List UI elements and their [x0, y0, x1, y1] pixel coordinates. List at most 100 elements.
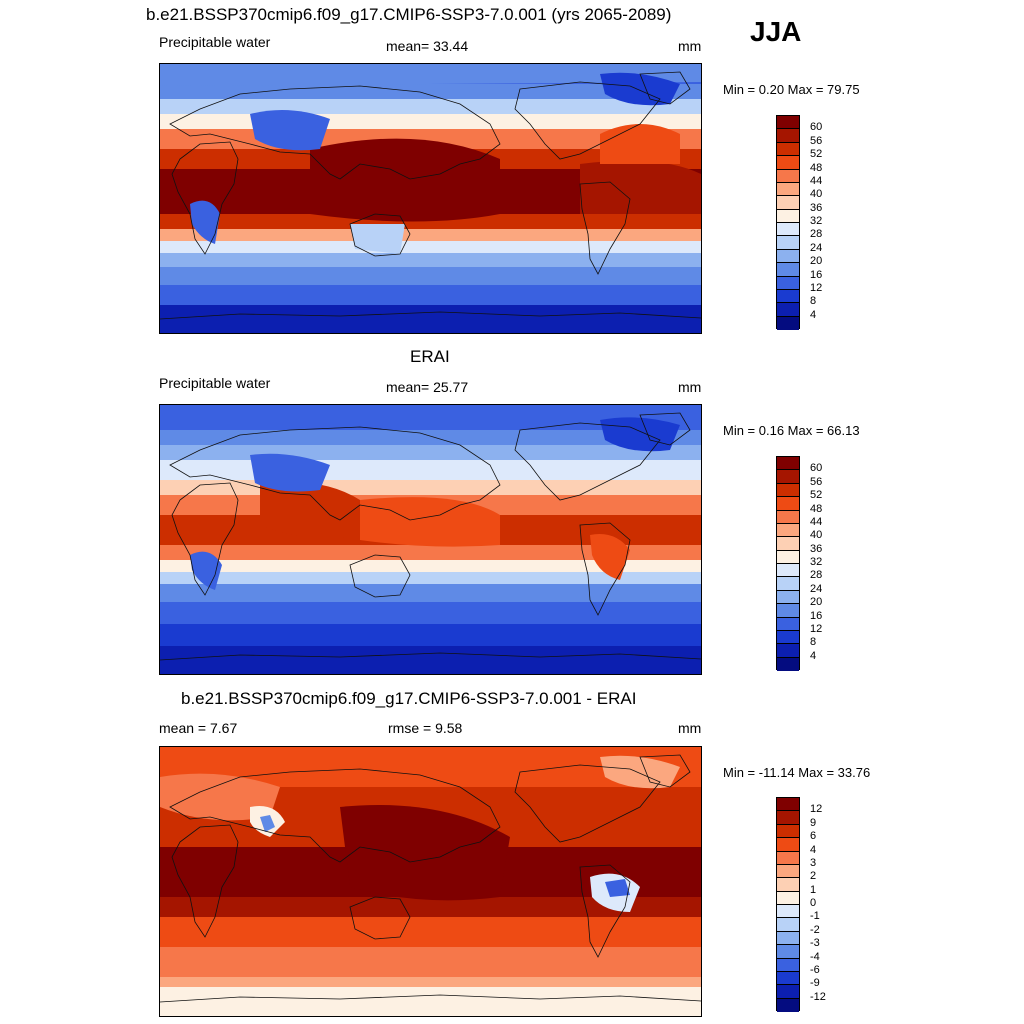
colorbar-tick-label: -9 — [810, 977, 820, 990]
colorbar-tick-label: 60 — [810, 121, 823, 134]
season-label: JJA — [750, 16, 802, 47]
colorbar-tick-label: -12 — [810, 990, 826, 1003]
colorbar-tick-label: 24 — [810, 582, 823, 595]
contour-region — [190, 200, 220, 244]
colorbar-tick-label: 4 — [810, 308, 817, 321]
colorbar-swatch — [777, 116, 799, 130]
colorbar-swatch — [777, 169, 799, 183]
colorbar-swatch — [777, 878, 799, 892]
contour-region — [250, 110, 330, 151]
contour-band — [160, 602, 701, 624]
panel2-colorbar — [776, 456, 800, 671]
colorbar-swatch — [777, 236, 799, 250]
colorbar-swatch — [777, 617, 799, 631]
contour-band — [160, 460, 701, 480]
coastline-segment — [349, 554, 411, 598]
coastlines — [160, 71, 701, 320]
colorbar-tick-label: 16 — [810, 609, 823, 622]
contour-band — [160, 646, 701, 674]
contour-band — [160, 305, 701, 333]
colorbar-swatch — [777, 156, 799, 170]
panel3-colorbar — [776, 797, 800, 1012]
colorbar-tick-label: 44 — [810, 515, 823, 528]
coastline-segment — [514, 81, 661, 160]
colorbar-tick-label: 48 — [810, 502, 823, 515]
contour-region — [600, 72, 680, 106]
colorbar-tick-label: 12 — [810, 803, 823, 816]
contour-region — [260, 815, 275, 832]
panel1-mean-label: mean= 33.44 — [386, 38, 469, 54]
coastline-segment — [639, 71, 691, 105]
contour-region — [600, 755, 680, 789]
colorbar-swatch — [777, 838, 799, 852]
contour-band — [160, 624, 701, 646]
colorbar-swatch — [777, 985, 799, 999]
colorbar-swatch — [777, 824, 799, 839]
coastline-segment — [514, 422, 661, 501]
coastlines — [160, 754, 701, 1003]
panel2-units-label: mm — [678, 379, 702, 395]
panel1-minmax: Min = 0.20 Max = 79.75 — [723, 82, 860, 97]
colorbar-tick-label: 20 — [810, 596, 823, 609]
panel3-title: b.e21.BSSP370cmip6.f09_g17.CMIP6-SSP3-7.… — [181, 689, 637, 708]
contour-band — [160, 977, 701, 987]
colorbar-swatch — [777, 289, 799, 304]
contour-band — [160, 572, 701, 584]
colorbar-tick-label: 0 — [810, 897, 817, 909]
colorbar-swatch — [777, 537, 799, 551]
colorbar-tick-label: 52 — [810, 148, 823, 161]
coastline-segment — [171, 141, 239, 255]
coastline-segment — [169, 768, 501, 863]
colorbar-swatch — [777, 905, 799, 919]
contour-region — [350, 224, 405, 254]
panel2-minmax: Min = 0.16 Max = 66.13 — [723, 423, 860, 438]
panel2-mean-label: mean= 25.77 — [386, 379, 469, 395]
coastline-segment — [349, 213, 411, 257]
colorbar-swatch — [777, 510, 799, 524]
panel2-map — [159, 404, 702, 675]
colorbar-tick-label: 40 — [810, 188, 823, 201]
contour-band — [160, 584, 701, 602]
contour-band — [160, 947, 701, 977]
coastline-segment — [579, 181, 631, 275]
colorbar-swatch — [777, 142, 799, 157]
colorbar-tick-label: 36 — [810, 542, 823, 555]
main-title: b.e21.BSSP370cmip6.f09_g17.CMIP6-SSP3-7.… — [146, 5, 672, 24]
coastline-segment — [514, 764, 661, 843]
colorbar-tick-label: 32 — [810, 215, 823, 227]
colorbar-swatch — [777, 644, 799, 658]
colorbar-tick-label: 9 — [810, 816, 817, 829]
contour-band — [160, 267, 701, 285]
contour-band — [160, 545, 701, 560]
contour-region — [250, 453, 330, 492]
contour-region — [600, 124, 680, 164]
contour-band — [160, 285, 701, 305]
colorbar-tick-label: 60 — [810, 462, 823, 475]
contour-band — [160, 560, 701, 572]
contour-band — [160, 84, 701, 99]
colorbar-swatch — [777, 931, 799, 946]
colorbar-tick-label: 48 — [810, 161, 823, 174]
colorbar-tick-label: -4 — [810, 950, 820, 963]
contour-band — [160, 987, 701, 1016]
colorbar-swatch — [777, 590, 799, 605]
colorbar-swatch — [777, 998, 799, 1012]
panel1-units-label: mm — [678, 38, 702, 54]
colorbar-swatch — [777, 249, 799, 264]
coastline-segment — [160, 994, 701, 1003]
coastlines — [160, 412, 701, 661]
colorbar-tick-label: 56 — [810, 134, 823, 147]
colorbar-tick-label: -6 — [810, 963, 820, 976]
colorbar-tick-label: 8 — [810, 295, 817, 308]
colorbar-swatch — [777, 129, 799, 143]
contour-region — [590, 534, 630, 580]
contour-region — [260, 482, 360, 539]
panel2-title: ERAI — [410, 347, 450, 366]
colorbar-swatch — [777, 263, 799, 277]
contour-band — [160, 480, 701, 495]
colorbar-swatch — [777, 182, 799, 197]
panel3-rmse-label: rmse = 9.58 — [388, 720, 463, 736]
contour-region — [190, 551, 222, 590]
colorbar-swatch — [777, 223, 799, 237]
contour-band — [160, 229, 701, 241]
